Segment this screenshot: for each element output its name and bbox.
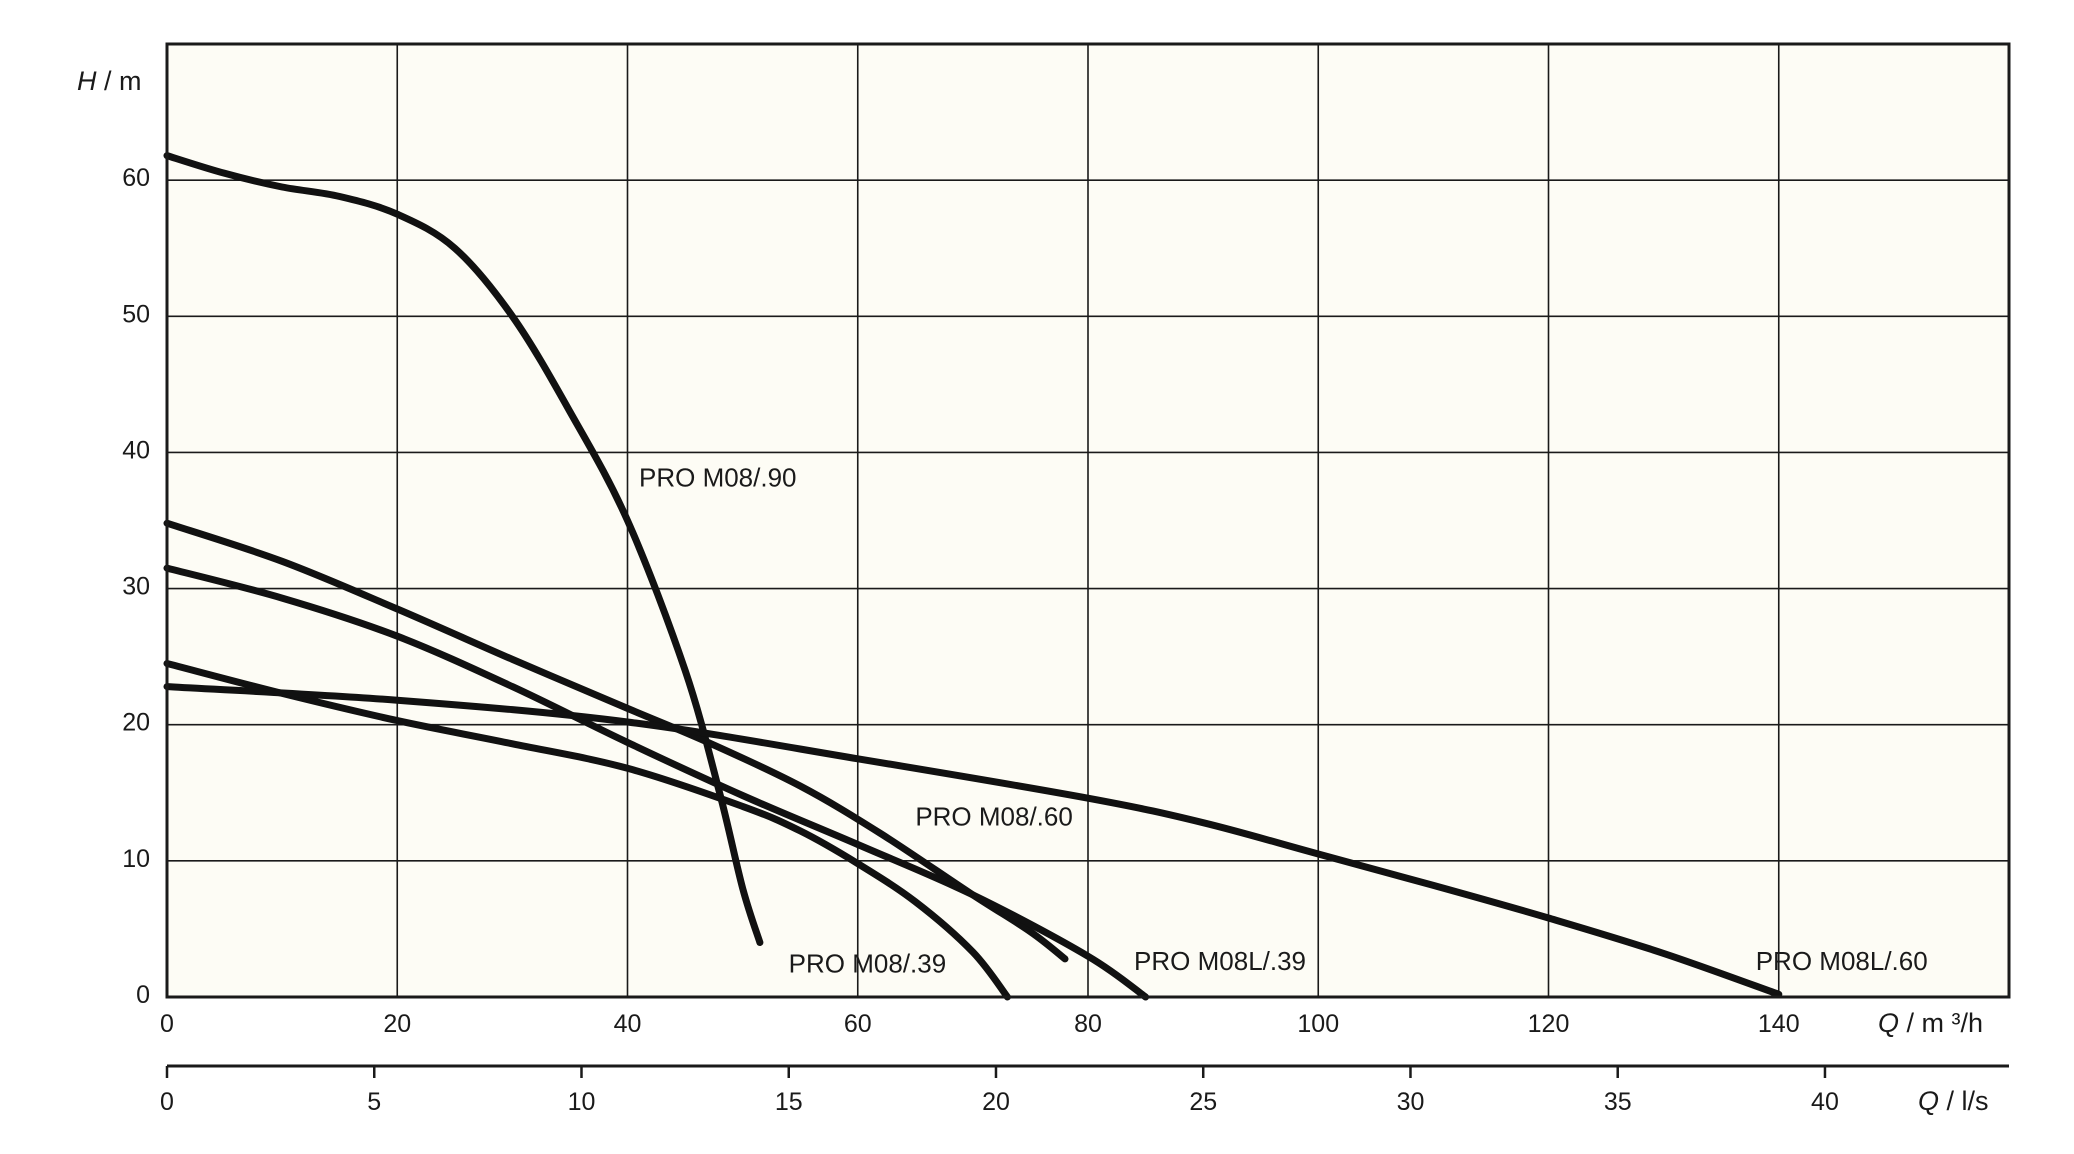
y-tick-label: 50 xyxy=(122,300,150,328)
secondary-x-tick-label: 10 xyxy=(568,1088,596,1116)
secondary-x-ticks: 0 5 10 15 20 25 30 35 40 xyxy=(160,1066,1839,1116)
curve-pro-m08l-60 xyxy=(163,683,1783,998)
x-tick-labels: 0 20 40 60 80 100 120 140 xyxy=(160,1010,1800,1038)
x-tick-label: 100 xyxy=(1297,1010,1339,1038)
x-tick-label: 140 xyxy=(1758,1010,1800,1038)
curve-pro-m08l-39 xyxy=(163,564,1150,1001)
x-axis-unit: / m ³/h xyxy=(1899,1008,1983,1038)
secondary-x-tick-label: 0 xyxy=(160,1088,174,1116)
x-tick-label: 60 xyxy=(844,1010,872,1038)
plot-frame xyxy=(165,42,2011,999)
x-tick-label: 20 xyxy=(383,1010,411,1038)
x-tick-label: 0 xyxy=(160,1010,174,1038)
secondary-x-axis-symbol: Q xyxy=(1918,1086,1939,1116)
x-tick-label: 120 xyxy=(1528,1010,1570,1038)
y-tick-label: 20 xyxy=(122,709,150,737)
x-axis-symbol: Q xyxy=(1878,1008,1899,1038)
secondary-x-tick-label: 20 xyxy=(982,1088,1010,1116)
y-tick-labels: 0 10 20 30 40 50 60 xyxy=(122,164,150,1009)
y-axis-unit: / m xyxy=(97,66,142,96)
y-tick-label: 30 xyxy=(122,573,150,601)
secondary-x-tick-label: 5 xyxy=(367,1088,381,1116)
y-tick-label: 10 xyxy=(122,845,150,873)
curve-label: PRO M08/.90 xyxy=(639,462,797,492)
secondary-x-tick-label: 35 xyxy=(1604,1088,1632,1116)
curve-pro-m08-39 xyxy=(163,660,1011,1001)
x-tick-label: 40 xyxy=(614,1010,642,1038)
secondary-x-tick-label: 40 xyxy=(1811,1088,1839,1116)
secondary-x-tick-label: 25 xyxy=(1189,1088,1217,1116)
curve-labels: PRO M08/.90 PRO M08/.60 PRO M08/.39 PRO M08… xyxy=(639,462,1928,978)
x-axis-title: Q / m ³/h xyxy=(1878,1008,1983,1038)
secondary-x-axis-unit: / l/s xyxy=(1939,1086,1989,1116)
y-tick-label: 40 xyxy=(122,436,150,464)
y-tick-label: 60 xyxy=(122,164,150,192)
curve-label: PRO M08/.60 xyxy=(915,801,1073,831)
y-axis-title: H / m xyxy=(77,66,142,96)
curve-label: PRO M08L/.39 xyxy=(1134,946,1306,976)
y-tick-label: 0 xyxy=(136,981,150,1009)
performance-curves xyxy=(163,152,1783,1001)
secondary-x-tick-label: 15 xyxy=(775,1088,803,1116)
secondary-x-axis-title: Q / l/s xyxy=(1918,1086,1989,1116)
y-axis-symbol: H xyxy=(77,66,97,96)
secondary-x-tick-label: 30 xyxy=(1397,1088,1425,1116)
x-tick-label: 80 xyxy=(1074,1010,1102,1038)
curve-label: PRO M08/.39 xyxy=(789,948,947,978)
curve-label: PRO M08L/.60 xyxy=(1756,946,1928,976)
grid-lines xyxy=(167,44,2009,997)
